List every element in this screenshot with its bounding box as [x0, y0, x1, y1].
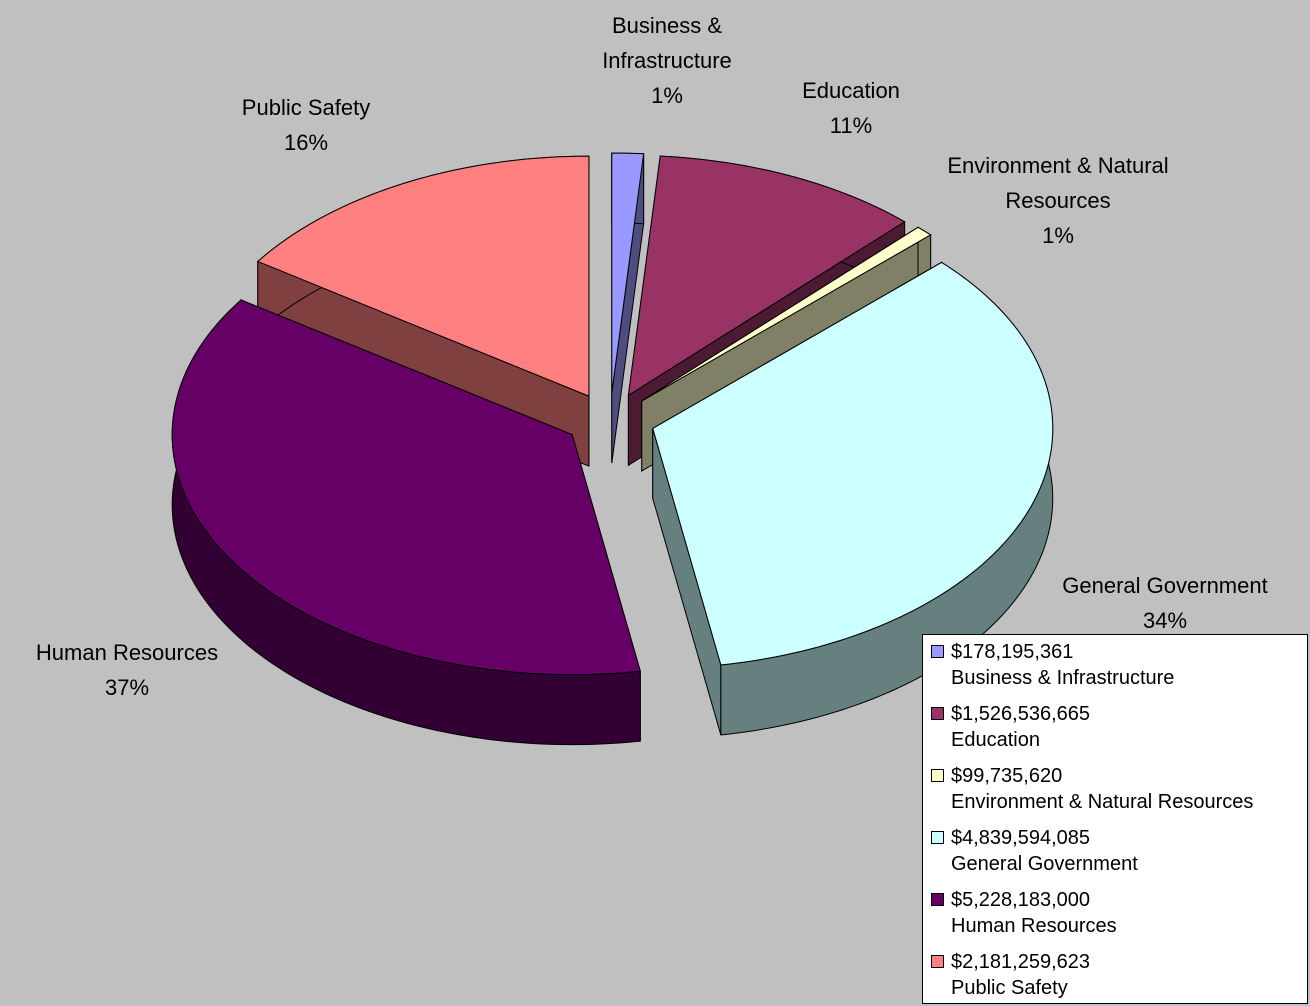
- legend: $178,195,361 Business & Infrastructure $1,…: [922, 634, 1308, 1004]
- slice-top: [652, 261, 1054, 666]
- data-label-name: Human Resources: [35, 640, 219, 665]
- legend-swatch: [931, 831, 944, 844]
- data-label-name: Business & Infrastructure: [602, 13, 732, 73]
- data-label-percent: 37%: [104, 675, 150, 700]
- slice-top: [171, 299, 641, 676]
- slice-top: [641, 226, 932, 402]
- data-label: Human Resources 37%: [0, 635, 257, 705]
- data-label-percent: 1%: [1042, 223, 1074, 248]
- legend-swatch: [931, 955, 944, 968]
- legend-value: $178,195,361: [951, 641, 1074, 663]
- legend-value: $5,228,183,000: [951, 889, 1091, 911]
- slice: [171, 298, 641, 746]
- legend-name: Public Safety: [951, 977, 1068, 999]
- legend-name: General Government: [951, 853, 1138, 875]
- legend-swatch: [931, 769, 944, 782]
- data-label-name: Education: [802, 78, 900, 103]
- legend-value: $2,181,259,623: [951, 951, 1091, 973]
- data-label: General Government 34%: [1015, 568, 1310, 638]
- legend-name: Environment & Natural Resources: [951, 791, 1254, 813]
- legend-value: $4,839,594,085: [951, 827, 1091, 849]
- slice: [256, 155, 590, 467]
- slice-top: [256, 155, 590, 397]
- slice: [652, 261, 1054, 736]
- legend-value: $1,526,536,665: [951, 703, 1091, 725]
- legend-swatch: [931, 893, 944, 906]
- data-label-percent: 16%: [283, 130, 329, 155]
- data-label-percent: 34%: [1142, 608, 1188, 633]
- data-label-name: Public Safety: [241, 95, 371, 120]
- legend-name: Education: [951, 729, 1040, 751]
- legend-value: $99,735,620: [951, 765, 1063, 787]
- data-label: Business & Infrastructure 1%: [582, 8, 752, 113]
- data-label-percent: 11%: [829, 113, 873, 138]
- data-label: Public Safety 16%: [206, 90, 406, 160]
- data-label-percent: 1%: [651, 83, 683, 108]
- legend-swatch: [931, 645, 944, 658]
- slice: [611, 152, 645, 464]
- data-label: Environment & Natural Resources 1%: [908, 148, 1208, 253]
- data-label: Education 11%: [781, 73, 921, 143]
- legend-name: Human Resources: [951, 915, 1117, 937]
- legend-swatch: [931, 707, 944, 720]
- data-label-name: General Government: [1062, 573, 1268, 598]
- slice-top: [627, 155, 906, 397]
- slice-top: [611, 152, 645, 394]
- data-label-name: Environment & Natural Resources: [947, 153, 1169, 213]
- legend-name: Business & Infrastructure: [951, 667, 1175, 689]
